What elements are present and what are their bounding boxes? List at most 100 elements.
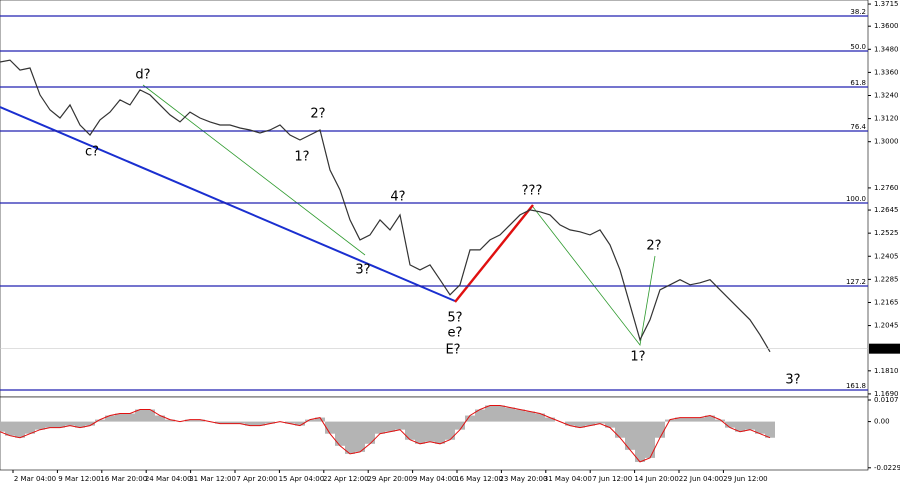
oscillator-bar [355, 421, 365, 452]
fib-label: 76.4 [850, 123, 866, 131]
oscillator-bar [75, 421, 85, 428]
oscillator-bar [165, 419, 175, 422]
x-tick-label: 9 May 04:00 [413, 475, 457, 483]
x-tick-label: 22 Apr 12:00 [323, 475, 369, 483]
x-tick-label: 22 Jun 04:00 [679, 475, 723, 483]
oscillator-bar [415, 421, 425, 444]
wave-label: 1? [294, 150, 309, 165]
oscillator-bar [335, 421, 345, 446]
trend-line [0, 106, 456, 302]
fib-label: 100.0 [846, 195, 866, 203]
oscillator-bar [45, 421, 55, 428]
oscillator-bar [375, 421, 385, 434]
y-tick-label: 1.2405 [874, 252, 899, 260]
oscillator-bar [465, 415, 475, 422]
oscillator-bar [745, 421, 755, 430]
wave-label: ??? [522, 184, 543, 199]
oscillator-bar [185, 419, 195, 422]
oscillator-bar [765, 421, 775, 438]
oscillator-bar [395, 421, 405, 430]
wave-label: c? [85, 145, 99, 160]
oscillator-bar [295, 421, 305, 426]
oscillator-bar [215, 421, 225, 424]
x-tick-label: 15 Apr 04:00 [279, 475, 325, 483]
y-tick-label: 1.3480 [874, 45, 899, 53]
wave-label: 2? [646, 239, 661, 254]
oscillator-bar [475, 409, 485, 422]
oscillator-bar [255, 421, 265, 426]
oscillator-bar [85, 421, 95, 426]
oscillator-bar [135, 409, 145, 422]
oscillator-bar [65, 421, 75, 426]
oscillator-bar [615, 421, 625, 438]
wave-label: e? [448, 326, 463, 341]
x-tick-label: 7 Apr 20:00 [236, 475, 277, 483]
oscillator-bar [235, 421, 245, 424]
oscillator-bar [485, 405, 495, 422]
oscillator-bar [735, 421, 745, 432]
x-tick-label: 2 Mar 04:00 [14, 475, 56, 483]
x-tick-label: 16 May 12:00 [455, 475, 503, 483]
x-tick-label: 31 May 04:00 [544, 475, 592, 483]
oscillator-bar [225, 421, 235, 424]
oscillator-bar [755, 421, 765, 434]
y-tick-label: 1.3240 [874, 91, 899, 99]
oscillator-bar [265, 421, 275, 424]
fib-label: 38.2 [850, 8, 866, 16]
y-tick-label: 1.3000 [874, 138, 899, 146]
fib-label: 50.0 [850, 43, 866, 51]
oscillator-bar [525, 411, 535, 422]
x-tick-label: 9 Mar 12:00 [58, 475, 100, 483]
y-tick-label: 1.3600 [874, 22, 899, 30]
y-tick-label: 1.3120 [874, 115, 899, 123]
y-tick-label: 1.1690 [874, 390, 899, 398]
oscillator-bar [435, 421, 445, 444]
oscillator-bar [25, 421, 35, 434]
main-panel [0, 0, 869, 398]
oscillator-bar [5, 421, 15, 436]
osc-tick-label: 0.0107 [874, 396, 899, 404]
oscillator-bar [565, 421, 575, 426]
x-tick-label: 24 Mar 04:00 [145, 475, 192, 483]
wave-line [142, 84, 366, 256]
oscillator-bar [655, 421, 665, 438]
oscillator-bar [635, 421, 645, 462]
oscillator-bar [545, 417, 555, 422]
oscillator-bar [155, 415, 165, 422]
y-tick-label: 1.2525 [874, 229, 899, 237]
wave-label: E? [445, 343, 460, 358]
oscillator-bar [645, 421, 655, 458]
oscillator-bar [535, 413, 545, 422]
current-price-box [869, 343, 900, 354]
current-price-label: 1.1925 [873, 345, 898, 353]
oscillator-bar [705, 415, 715, 422]
x-tick-label: 16 Mar 20:00 [100, 475, 147, 483]
oscillator-bar [105, 415, 115, 422]
x-tick-label: 7 Jun 12:00 [592, 475, 632, 483]
osc-tick-label: -0.0229 [874, 464, 900, 472]
oscillator-bar [35, 421, 45, 430]
oscillator-bar [405, 421, 415, 440]
oscillator-bar [95, 419, 105, 422]
oscillator-bar [595, 421, 605, 424]
oscillator-bar [605, 421, 615, 428]
x-tick-label: 23 May 20:00 [499, 475, 547, 483]
oscillator-bar [345, 421, 355, 454]
oscillator-bar [675, 417, 685, 422]
wave-label: 2? [310, 107, 325, 122]
y-tick-label: 1.2760 [874, 184, 899, 192]
oscillator-bar [695, 417, 705, 422]
oscillator-bar [385, 421, 395, 432]
oscillator-bar [305, 419, 315, 422]
oscillator-line [0, 405, 771, 463]
wave-label: 3? [355, 263, 370, 278]
oscillator-bar [195, 419, 205, 422]
y-tick-label: 1.3360 [874, 68, 899, 76]
price-line [0, 59, 771, 353]
x-tick-label: 14 Jun 20:00 [634, 475, 678, 483]
oscillator-bar [115, 413, 125, 422]
oscillator-bar [365, 421, 375, 444]
oscillator-bar [575, 421, 585, 428]
oscillator-bar [625, 421, 635, 450]
